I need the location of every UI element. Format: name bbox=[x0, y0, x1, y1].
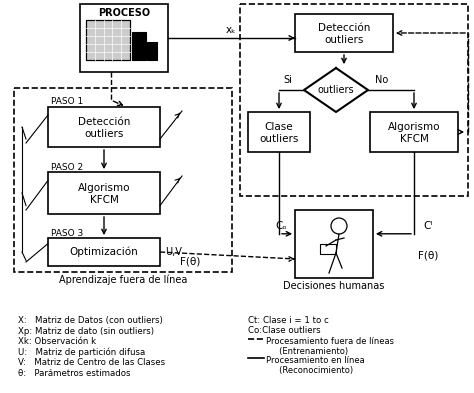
Text: X:   Matriz de Datos (con outliers): X: Matriz de Datos (con outliers) bbox=[18, 316, 163, 325]
Text: No: No bbox=[375, 75, 389, 85]
Bar bbox=[147, 42, 157, 60]
Bar bbox=[48, 107, 160, 147]
Text: Aprendizaje fuera de línea: Aprendizaje fuera de línea bbox=[59, 275, 187, 285]
Text: Ct: Clase i = 1 to c: Ct: Clase i = 1 to c bbox=[248, 316, 329, 325]
Text: θ:   Parámetros estimados: θ: Parámetros estimados bbox=[18, 369, 130, 378]
Text: outliers: outliers bbox=[259, 134, 299, 144]
Bar bbox=[295, 14, 393, 52]
Text: Algorismo: Algorismo bbox=[78, 183, 130, 193]
Bar bbox=[86, 20, 130, 60]
Text: PROCESO: PROCESO bbox=[98, 8, 150, 18]
Bar bbox=[320, 244, 336, 254]
Text: Xk: Observación k: Xk: Observación k bbox=[18, 337, 96, 346]
Text: outliers: outliers bbox=[84, 129, 124, 139]
Bar bbox=[86, 20, 130, 60]
Text: Cₒ: Cₒ bbox=[275, 221, 287, 231]
Text: PASO 1: PASO 1 bbox=[51, 97, 83, 107]
Text: Procesamiento en línea
     (Reconocimiento): Procesamiento en línea (Reconocimiento) bbox=[266, 356, 365, 375]
Text: outliers: outliers bbox=[318, 85, 354, 95]
Text: U:   Matriz de partición difusa: U: Matriz de partición difusa bbox=[18, 347, 145, 357]
Text: Clase: Clase bbox=[264, 122, 293, 132]
Bar bbox=[48, 172, 160, 214]
Text: F(θ): F(θ) bbox=[180, 257, 200, 267]
Text: Detección: Detección bbox=[78, 117, 130, 127]
Text: KFCM: KFCM bbox=[90, 195, 118, 205]
Text: F(θ): F(θ) bbox=[418, 251, 438, 261]
Text: U,V: U,V bbox=[165, 247, 182, 257]
Text: Si: Si bbox=[283, 75, 292, 85]
Bar bbox=[370, 112, 458, 152]
Text: KFCM: KFCM bbox=[400, 134, 428, 144]
Bar bbox=[48, 238, 160, 266]
Text: V:   Matriz de Centro de las Clases: V: Matriz de Centro de las Clases bbox=[18, 358, 165, 367]
Text: xₖ: xₖ bbox=[226, 25, 237, 35]
Text: Procesamiento fuera de líneas
     (Entrenamiento): Procesamiento fuera de líneas (Entrenami… bbox=[266, 337, 394, 356]
Text: Optimización: Optimización bbox=[70, 247, 138, 257]
Bar bbox=[240, 4, 468, 196]
Polygon shape bbox=[304, 68, 368, 112]
Text: Detección: Detección bbox=[318, 23, 370, 33]
Bar bbox=[248, 112, 310, 152]
Text: Decisiones humanas: Decisiones humanas bbox=[283, 281, 385, 291]
Bar bbox=[80, 4, 168, 72]
Text: Co:Clase outliers: Co:Clase outliers bbox=[248, 326, 320, 335]
Text: PASO 3: PASO 3 bbox=[51, 228, 83, 237]
Text: Algorismo: Algorismo bbox=[388, 122, 440, 132]
Bar bbox=[132, 32, 146, 60]
Bar bbox=[14, 88, 232, 272]
Text: PASO 2: PASO 2 bbox=[51, 162, 83, 171]
Bar bbox=[295, 210, 373, 278]
Text: Xp: Matriz de dato (sin outliers): Xp: Matriz de dato (sin outliers) bbox=[18, 327, 154, 336]
Text: outliers: outliers bbox=[324, 35, 364, 45]
Text: Cᴵ: Cᴵ bbox=[423, 221, 433, 231]
